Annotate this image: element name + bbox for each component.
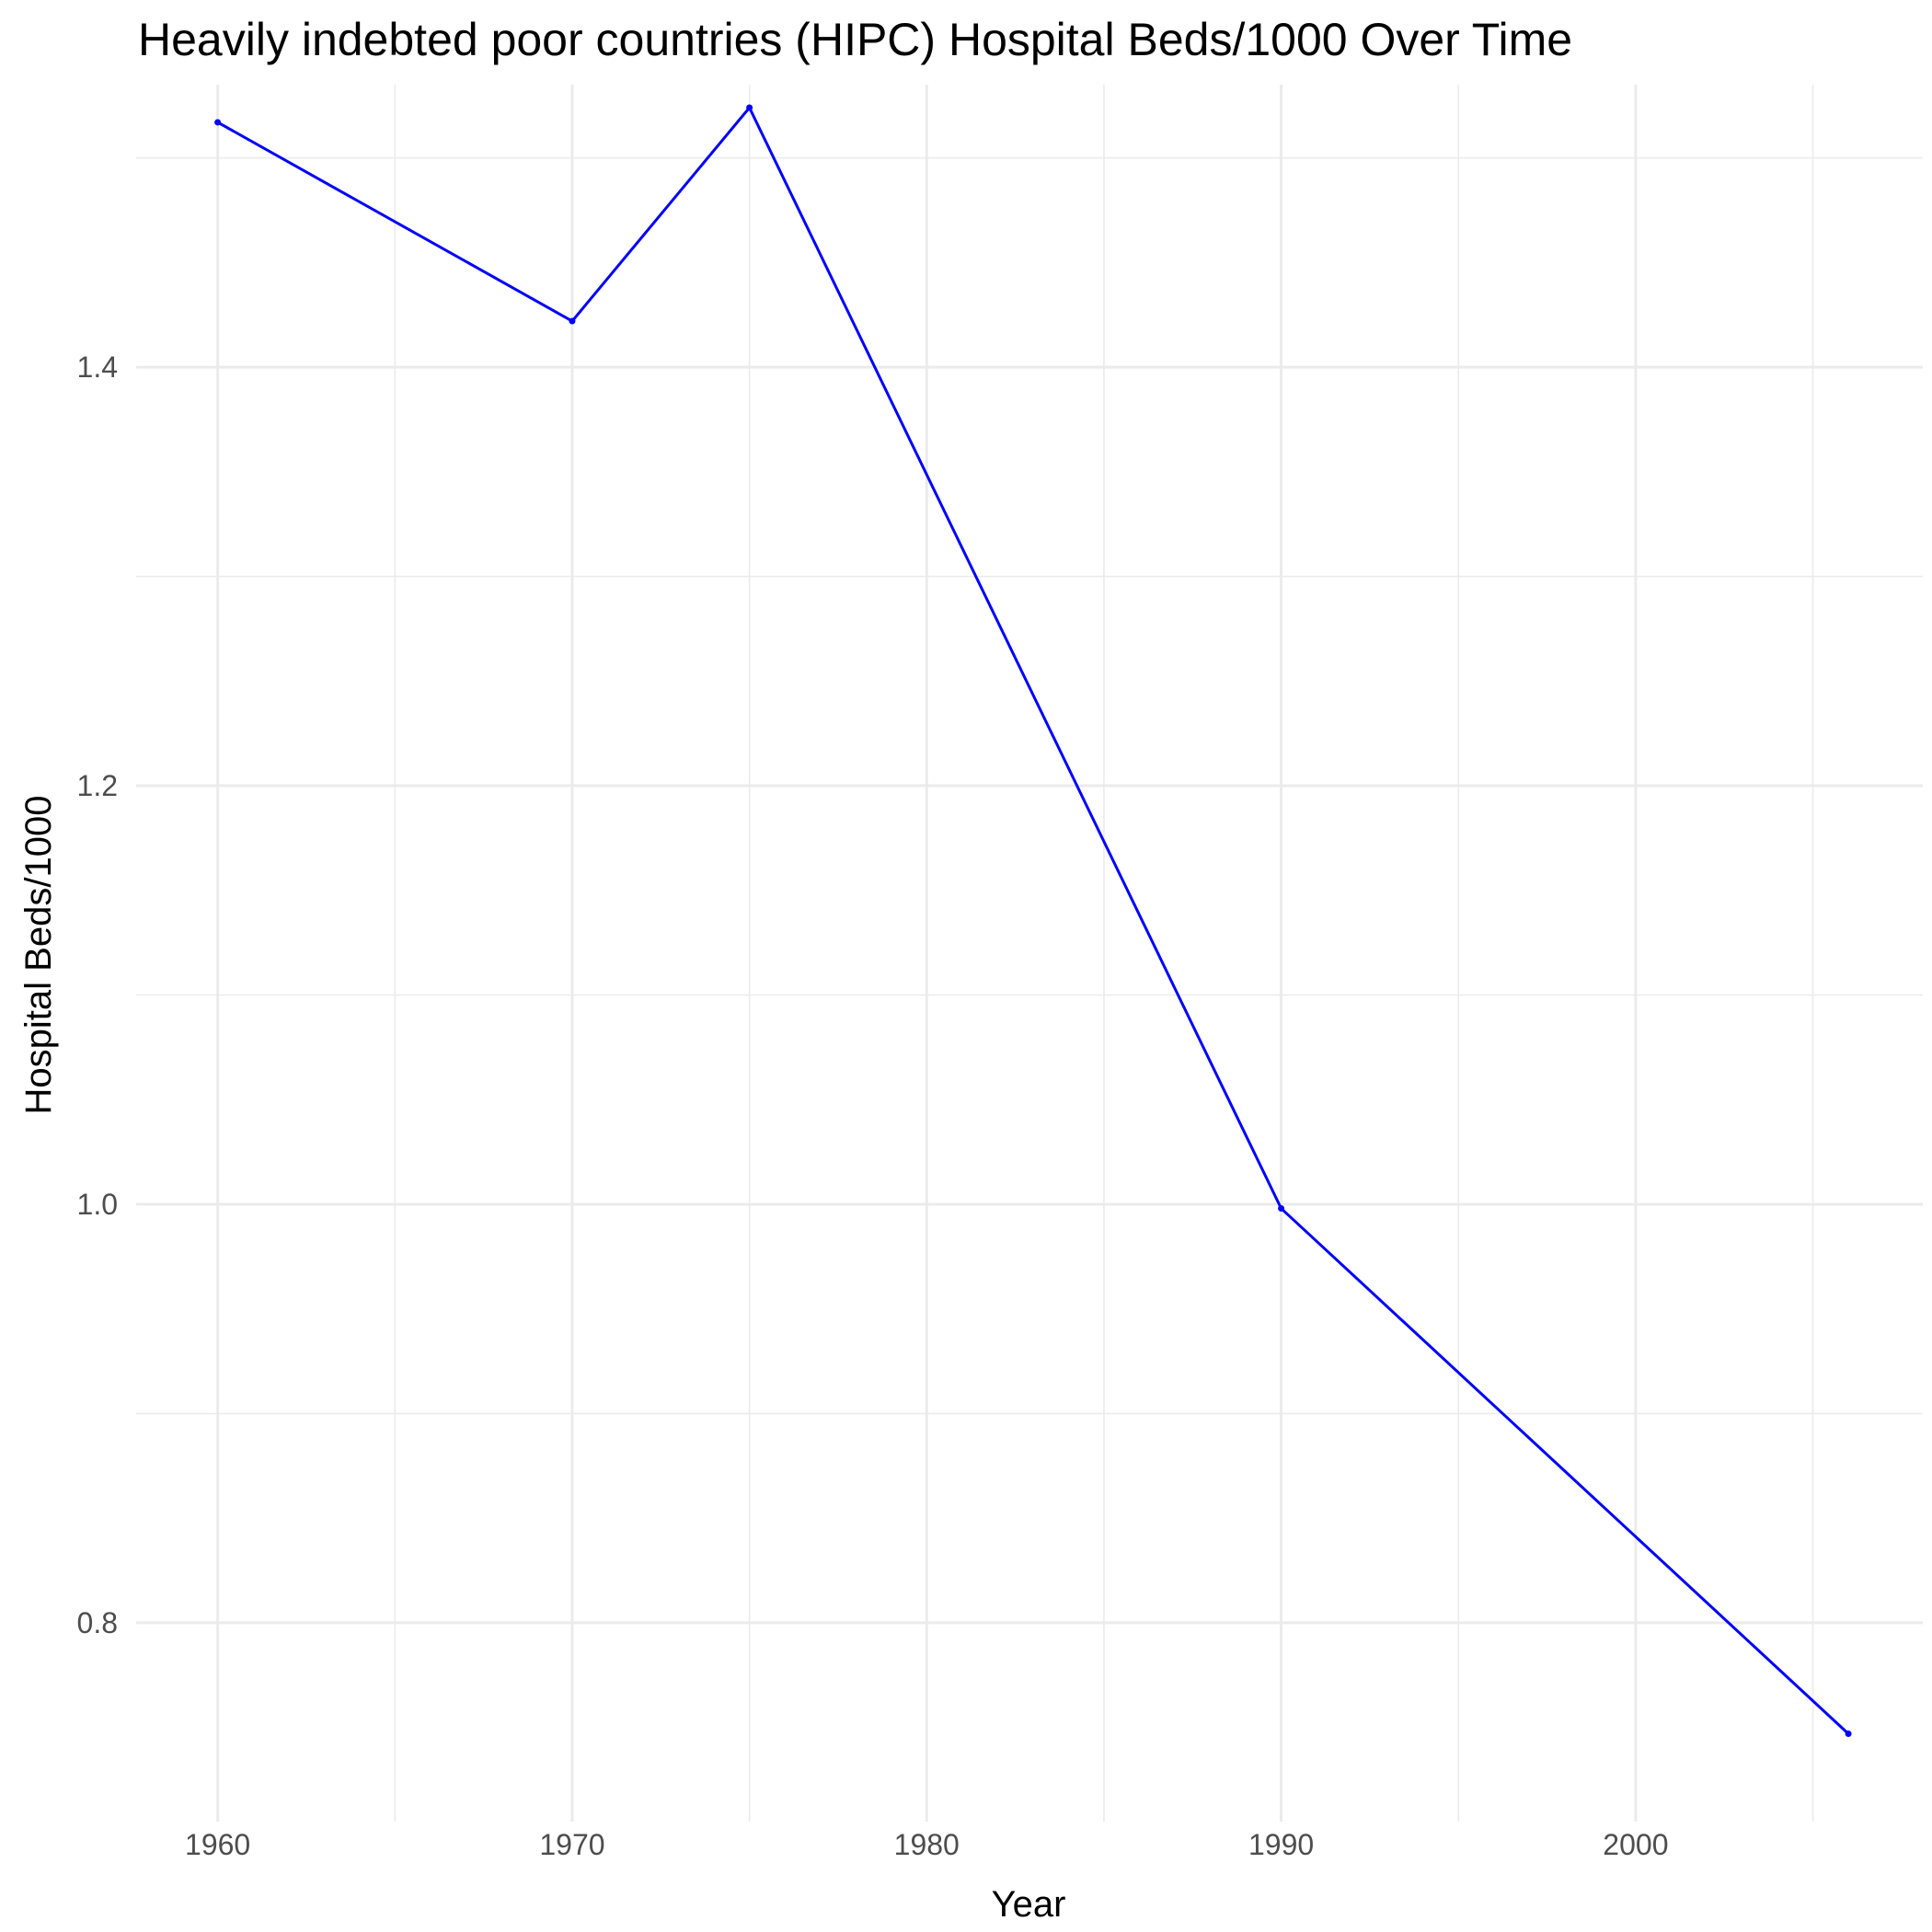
- data-point: [569, 317, 576, 325]
- y-tick-label: 1.4: [77, 351, 118, 384]
- x-tick-label: 1980: [894, 1828, 960, 1861]
- data-point: [1845, 1730, 1852, 1737]
- x-axis-ticks: 1960 1970 1980 1990 2000: [185, 1828, 1668, 1861]
- y-tick-label: 1.2: [77, 769, 118, 802]
- x-tick-label: 1970: [539, 1828, 604, 1861]
- series-layer: [214, 104, 1852, 1737]
- y-axis-title: Hospital Beds/1000: [18, 796, 59, 1115]
- grid: [136, 85, 1923, 1822]
- y-tick-label: 1.0: [77, 1188, 118, 1221]
- data-point: [214, 119, 222, 126]
- y-tick-label: 0.8: [77, 1606, 118, 1639]
- x-axis-title: Year: [992, 1884, 1066, 1925]
- data-point: [746, 104, 753, 111]
- x-tick-label: 1990: [1248, 1828, 1314, 1861]
- data-point: [1278, 1205, 1285, 1213]
- x-tick-label: 1960: [185, 1828, 250, 1861]
- y-axis-ticks: 0.8 1.0 1.2 1.4: [77, 351, 118, 1639]
- chart-title: Heavily indebted poor countries (HIPC) H…: [138, 14, 1572, 65]
- series-line: [216, 106, 1850, 1735]
- x-tick-label: 2000: [1603, 1828, 1668, 1861]
